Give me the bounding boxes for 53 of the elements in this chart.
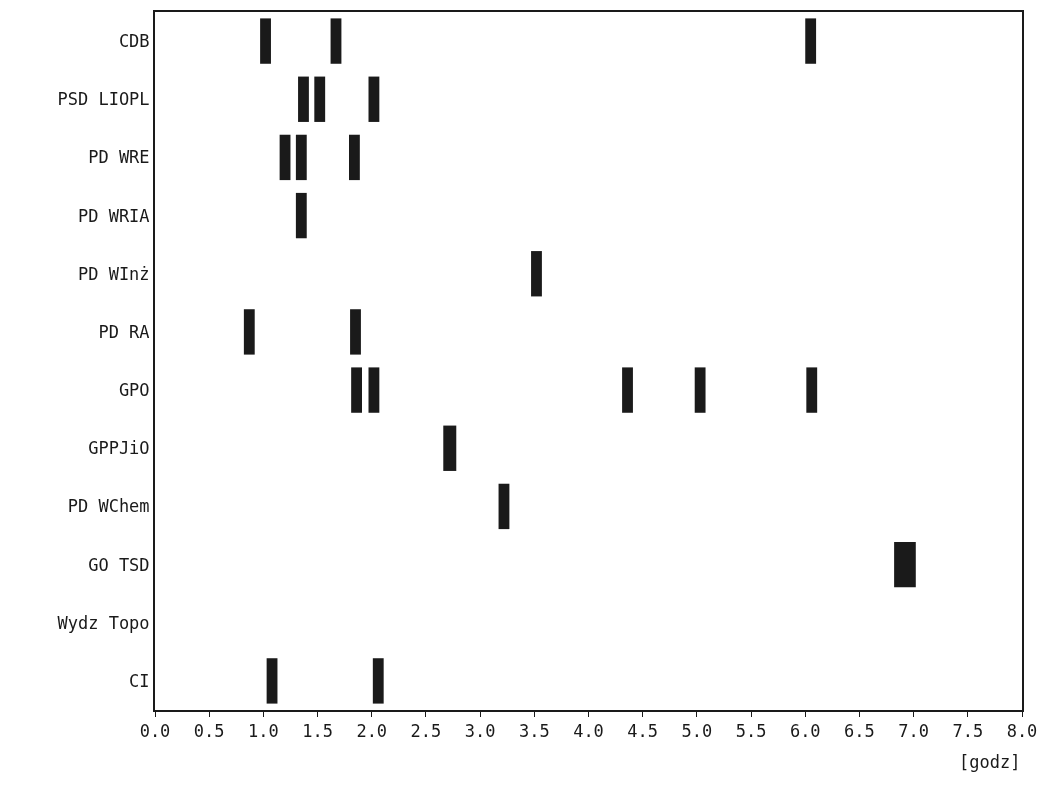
bar [348, 134, 360, 181]
x-tick-label: 2.0 [356, 721, 388, 742]
bar [498, 483, 510, 530]
bar [298, 76, 309, 122]
y-tick-label: GPPJiO [88, 438, 150, 459]
x-tick-label: 4.5 [627, 721, 659, 742]
x-tick-label: 6.0 [789, 721, 821, 742]
y-tick-label: CI [129, 670, 150, 691]
x-tick-label: 3.0 [464, 721, 496, 742]
bar [295, 192, 307, 239]
bar [372, 658, 384, 704]
y-tick-label: PSD LIOPL [57, 89, 150, 110]
x-tick-label: 0.0 [139, 721, 171, 742]
bar [894, 541, 916, 588]
x-axis-title: [godz] [959, 752, 1021, 772]
y-tick-label: Wydz Topo [57, 612, 150, 633]
bar [351, 367, 362, 413]
x-tick-label: 0.5 [193, 721, 225, 742]
bar [805, 18, 817, 64]
bar [368, 367, 380, 413]
y-tick-label: PD WRE [88, 147, 150, 168]
x-tick-label: 6.5 [844, 721, 875, 742]
y-tick-label: GPO [118, 380, 150, 401]
x-tick-label: 7.5 [952, 721, 984, 742]
bar [694, 367, 706, 413]
x-tick-label: 1.5 [302, 721, 333, 742]
x-tick-label: 7.0 [898, 721, 929, 742]
y-tick-label: PD RA [98, 321, 150, 342]
bar [368, 76, 380, 122]
bar [260, 18, 271, 64]
x-tick-label: 4.0 [573, 721, 604, 742]
bar [243, 309, 255, 355]
bar [531, 251, 542, 297]
bar [443, 425, 457, 471]
bar [806, 367, 818, 413]
bar [314, 76, 326, 122]
bar [622, 367, 633, 413]
bar [279, 134, 291, 181]
y-tick-label: CDB [118, 31, 150, 52]
x-tick-label: 5.0 [681, 721, 713, 742]
y-tick-label: GO TSD [88, 554, 150, 575]
x-tick-label: 3.5 [518, 721, 550, 742]
y-tick-label: PD WRIA [77, 205, 150, 226]
x-tick-label: 5.5 [735, 721, 767, 742]
y-tick-label: PD WChem [67, 496, 150, 517]
bar [330, 18, 342, 64]
bar [266, 658, 278, 704]
y-tick-label: PD WInż [77, 263, 150, 284]
x-tick-label: 8.0 [1006, 721, 1038, 742]
bar [350, 309, 361, 355]
x-tick-label: 1.0 [248, 721, 279, 742]
bar [295, 134, 307, 181]
x-tick-label: 2.5 [410, 721, 442, 742]
